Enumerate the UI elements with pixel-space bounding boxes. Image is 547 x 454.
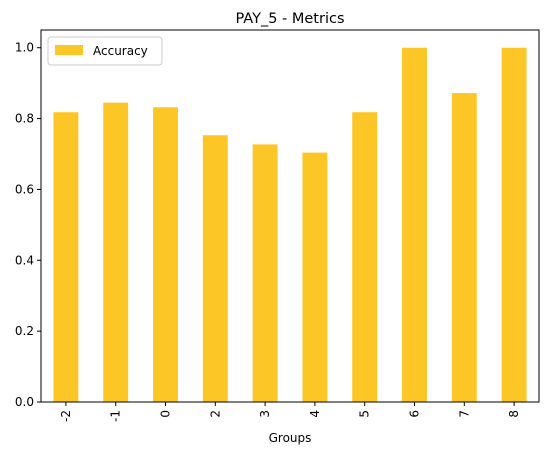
bar-0 — [153, 107, 178, 402]
x-tick-label-2: 2 — [208, 410, 222, 418]
x-tick-label-0: 0 — [159, 410, 173, 418]
x-tick-label--2: -2 — [59, 410, 73, 422]
x-tick-label-3: 3 — [258, 410, 272, 418]
legend-box — [47, 36, 163, 66]
x-tick-label-5: 5 — [358, 410, 372, 418]
y-tick-label-0.0: 0.0 — [15, 395, 34, 409]
plot-frame — [40, 29, 540, 403]
x-tick-label-8: 8 — [507, 410, 521, 418]
x-tick-label-4: 4 — [308, 410, 322, 418]
bar--1 — [103, 102, 129, 402]
bar-8 — [501, 47, 527, 402]
bar-2 — [202, 135, 228, 403]
legend-label: Accuracy — [93, 44, 148, 58]
x-tick-label--1: -1 — [109, 410, 123, 422]
x-axis: -2 -1 0 2 3 4 5 6 7 8 — [59, 402, 521, 422]
y-tick-label-0.2: 0.2 — [15, 324, 34, 338]
bar--2 — [53, 112, 79, 403]
legend-swatch — [55, 45, 83, 55]
bar-7 — [451, 93, 477, 402]
x-tick-label-6: 6 — [408, 410, 422, 418]
y-tick-label-0.4: 0.4 — [15, 253, 34, 267]
x-tick-label-7: 7 — [457, 410, 471, 418]
legend: Accuracy — [47, 36, 163, 66]
bar-6 — [402, 47, 427, 402]
y-tick-label-1.0: 1.0 — [15, 41, 34, 55]
bar-3 — [252, 144, 278, 403]
y-axis: 0.0 0.2 0.4 0.6 0.8 1.0 — [15, 41, 41, 409]
x-axis-label: Groups — [269, 431, 312, 445]
chart-title: PAY_5 - Metrics — [235, 11, 344, 27]
y-tick-label-0.6: 0.6 — [15, 182, 34, 196]
bar-4 — [302, 152, 328, 402]
bar-5 — [352, 112, 378, 403]
y-tick-label-0.8: 0.8 — [15, 112, 34, 126]
bars-group — [53, 47, 527, 403]
